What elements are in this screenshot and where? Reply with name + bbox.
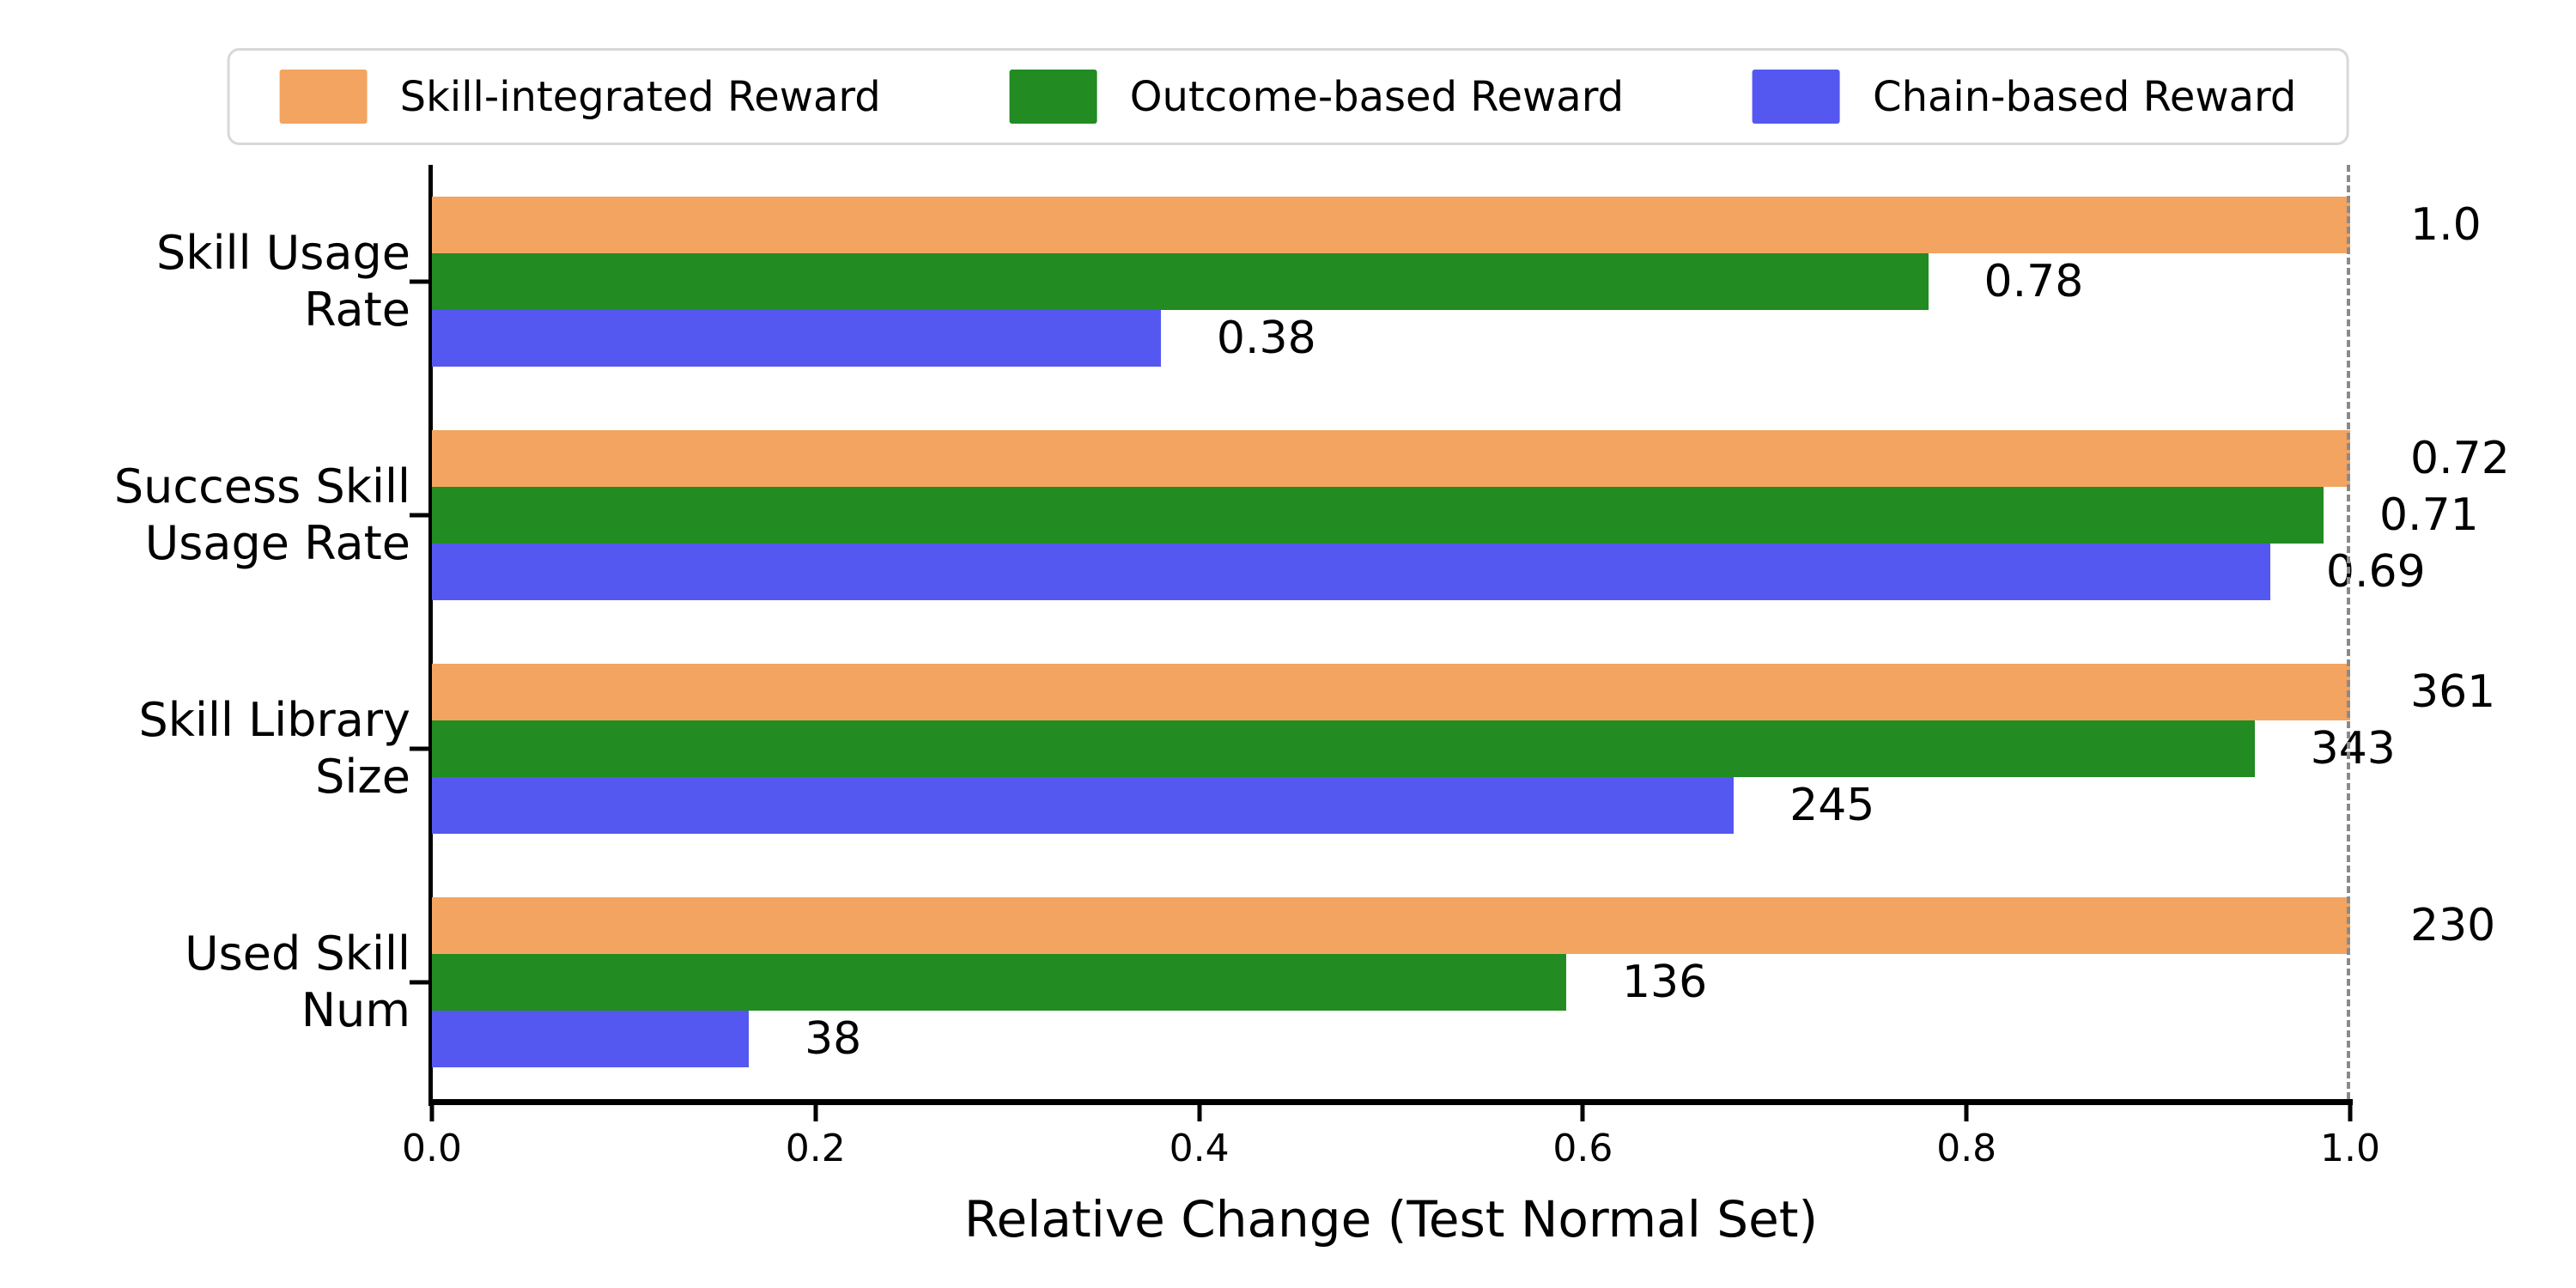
legend-item: Skill-integrated Reward — [279, 70, 881, 124]
x-tick-label: 0.8 — [1936, 1127, 1997, 1170]
bar-value-label: 361 — [2410, 666, 2496, 718]
y-axis-spine — [428, 165, 433, 1106]
legend-item-label: Skill-integrated Reward — [399, 72, 881, 121]
legend-swatch — [279, 70, 368, 124]
bar-value-label: 0.69 — [2325, 546, 2426, 598]
category-label-line: Rate — [304, 283, 410, 337]
bar-value-label: 343 — [2310, 723, 2396, 775]
bar — [432, 897, 2350, 954]
bar — [432, 253, 1929, 310]
bar-value-label: 38 — [805, 1013, 862, 1065]
x-tick — [1580, 1105, 1585, 1121]
bar-value-label: 136 — [1621, 957, 1708, 1008]
bar — [432, 664, 2350, 720]
plot-area: 1.0 0.78 0.38 0.72 0.71 0.69 361 343 245 230 136 38 — [432, 165, 2510, 1099]
bar — [432, 430, 2350, 487]
category-label-line: Num — [301, 983, 410, 1037]
category-label-line: Success Skill — [113, 459, 410, 513]
x-tick — [2348, 1105, 2353, 1121]
legend-item: Chain-based Reward — [1753, 70, 2296, 124]
y-tick — [410, 746, 428, 751]
bar-value-label: 0.71 — [2379, 489, 2479, 541]
category-label-line: Used Skill — [185, 927, 410, 981]
category-label: Skill Usage Rate — [156, 225, 410, 338]
bar — [432, 1011, 750, 1067]
category-label: Skill Library Size — [138, 692, 410, 805]
bar-value-label: 0.38 — [1216, 313, 1316, 364]
x-axis-label: Relative Change (Test Normal Set) — [963, 1190, 1819, 1249]
x-axis-spine — [428, 1099, 2353, 1105]
legend-item-label: Outcome-based Reward — [1129, 72, 1625, 121]
bar — [432, 197, 2350, 253]
category-label-line: Usage Rate — [144, 516, 410, 570]
legend-item-label: Chain-based Reward — [1873, 72, 2297, 121]
y-tick — [410, 279, 428, 284]
bar — [432, 544, 2270, 600]
legend-swatch — [1009, 70, 1097, 124]
y-tick — [410, 980, 428, 985]
bar — [432, 777, 1735, 834]
bar — [432, 720, 2255, 777]
bar — [432, 487, 2324, 544]
y-tick — [410, 513, 428, 518]
x-tick-label: 0.2 — [785, 1127, 846, 1170]
legend: Skill-integrated Reward Outcome-based Rew… — [227, 48, 2349, 145]
legend-item: Outcome-based Reward — [1009, 70, 1625, 124]
bar — [432, 310, 1161, 367]
bar-value-label: 1.0 — [2410, 199, 2482, 251]
x-tick — [813, 1105, 818, 1121]
category-label-line: Skill Usage — [156, 226, 410, 280]
category-label: Success Skill Usage Rate — [114, 459, 410, 572]
x-tick — [1964, 1105, 1969, 1121]
bar-value-label: 0.72 — [2410, 433, 2510, 484]
x-tick — [429, 1105, 434, 1121]
category-label: Used Skill Num — [185, 926, 410, 1039]
category-axis: Skill Usage Rate Success Skill Usage Rate Sk… — [0, 165, 410, 1099]
x-tick — [1197, 1105, 1202, 1121]
bar-value-label: 0.78 — [1984, 256, 2084, 307]
reference-dashed-line — [2347, 165, 2350, 1099]
category-label-line: Size — [315, 750, 410, 804]
bar — [432, 954, 1566, 1011]
x-tick-label: 0.0 — [402, 1127, 462, 1170]
bar-value-label: 245 — [1789, 780, 1875, 831]
x-tick-label: 0.4 — [1169, 1127, 1230, 1170]
legend-swatch — [1753, 70, 1841, 124]
x-tick-label: 0.6 — [1552, 1127, 1613, 1170]
x-tick-label: 1.0 — [2320, 1127, 2380, 1170]
category-label-line: Skill Library — [138, 693, 410, 747]
bar-value-label: 230 — [2410, 900, 2496, 951]
